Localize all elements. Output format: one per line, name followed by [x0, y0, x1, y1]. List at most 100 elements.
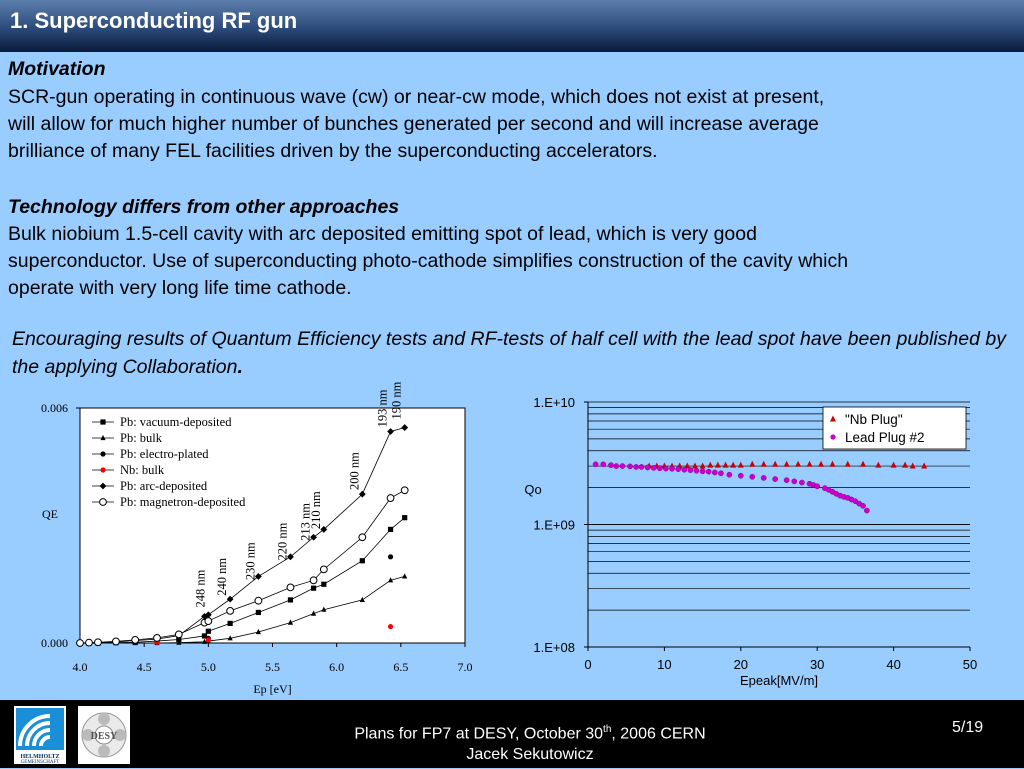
qe-data-point: [153, 634, 161, 642]
footer-line-1-sup: th: [603, 724, 612, 735]
qe-data-point: [94, 638, 102, 647]
qo-legend-label: "Nb Plug": [845, 412, 903, 427]
qo-data-point: [699, 462, 706, 469]
technology-line-1: Bulk niobium 1.5-cell cavity with arc de…: [8, 223, 757, 245]
qe-wavelength-annotation: 190 nm: [390, 381, 404, 419]
qe-data-point: [310, 533, 317, 541]
technology-heading: Technology differs from other approaches: [8, 196, 400, 218]
qe-legend-marker: [100, 419, 106, 425]
qe-data-point: [201, 638, 208, 644]
qe-data-point: [402, 573, 408, 579]
qo-data-point: [669, 465, 675, 472]
qe-data-point: [176, 636, 182, 643]
qo-data-point: [722, 461, 729, 468]
qo-data-point: [844, 460, 851, 467]
qe-data-point: [358, 490, 366, 498]
qe-data-point: [358, 533, 367, 542]
qe-data-point: [201, 633, 208, 639]
helmholtz-logo: HELMHOLTZ GEMEINSCHAFT: [14, 706, 66, 765]
svg-text:HELMHOLTZ: HELMHOLTZ: [20, 754, 59, 760]
qo-x-tick-label: 20: [734, 657, 748, 672]
qe-data-point: [204, 611, 212, 619]
qo-x-tick-label: 40: [886, 657, 900, 672]
qe-legend-label: Nb: bulk: [120, 463, 165, 477]
svg-text:DESY: DESY: [91, 731, 118, 742]
qo-data-point: [714, 461, 721, 468]
qo-x-axis-label: Epeak[MV/m]: [740, 673, 818, 688]
qe-legend-label: Pb: vacuum-deposited: [120, 415, 232, 429]
qo-legend-label: Lead Plug #2: [845, 430, 925, 445]
qe-data-point: [227, 620, 233, 627]
qo-data-point: [691, 462, 698, 469]
qe-data-point: [387, 526, 394, 533]
qe-legend-label: Pb: bulk: [120, 431, 163, 445]
qo-data-point: [760, 460, 767, 467]
qe-x-tick-label: 6.0: [329, 660, 344, 674]
qe-legend-marker: [100, 467, 106, 473]
desy-logo-icon: DESY: [81, 712, 127, 758]
qo-y-tick-label: 1.E+09: [533, 518, 575, 533]
qo-y-tick-label: 1.E+08: [533, 640, 575, 655]
qe-x-tick-label: 4.5: [137, 660, 152, 674]
qo-x-tick-label: 0: [584, 657, 591, 672]
qe-data-point: [76, 639, 84, 647]
qe-x-tick-label: 5.5: [265, 660, 280, 674]
qe-wavelength-annotation: 240 nm: [215, 558, 229, 596]
qo-legend-marker: [830, 415, 836, 422]
technology-line-2: superconductor. Use of superconducting p…: [8, 250, 849, 272]
qe-data-point: [387, 554, 394, 560]
qe-x-tick-label: 4.0: [73, 660, 88, 674]
qo-data-point: [791, 478, 798, 485]
qo-legend-box: [822, 406, 967, 450]
qo-data-point: [829, 460, 836, 467]
qo-data-point: [681, 466, 688, 473]
qo-legend-marker: [830, 434, 836, 440]
qe-data-point: [255, 609, 261, 616]
qo-data-point: [806, 460, 813, 467]
qo-data-point: [592, 461, 599, 468]
qe-wavelength-annotation: 200 nm: [347, 452, 361, 490]
footer-line-1-text: Plans for FP7 at DESY, October 30: [354, 725, 604, 743]
qo-data-point: [619, 463, 626, 469]
qe-wavelength-annotation: 230 nm: [243, 542, 257, 580]
qe-wavelength-annotation: 213 nm: [299, 503, 313, 541]
qo-data-point: [613, 463, 620, 469]
footer-line-1-post: , 2006 CERN: [611, 725, 706, 743]
qo-data-point: [644, 464, 651, 471]
qo-data-point: [600, 461, 607, 468]
qe-wavelength-annotation: 210 nm: [309, 491, 323, 529]
qe-data-point: [319, 565, 328, 574]
qo-data-point: [737, 472, 744, 479]
footer-line-1: Plans for FP7 at DESY, October 30th, 200…: [270, 719, 790, 744]
qe-y-tick-label: 0.006: [41, 401, 68, 415]
technology-line-3: operate with very long life time cathode…: [8, 277, 352, 299]
qo-x-tick-label: 30: [810, 657, 824, 672]
qo-data-point: [860, 460, 867, 467]
qe-data-point: [401, 424, 409, 431]
encouraging-paragraph: Encouraging results of Quantum Efficienc…: [12, 326, 1012, 381]
qe-legend-label: Pb: electro-plated: [120, 447, 209, 461]
qo-data-point: [783, 477, 790, 484]
qe-data-point: [321, 606, 327, 612]
qe-y-axis-label: QE: [42, 507, 58, 521]
qo-data-point: [772, 476, 779, 482]
qe-data-point: [402, 515, 408, 521]
qe-data-point: [287, 619, 294, 625]
qe-data-point: [286, 583, 295, 592]
qe-data-point: [287, 553, 294, 561]
qe-legend-marker: [100, 434, 106, 441]
qo-data-point: [687, 467, 694, 473]
qe-data-point: [359, 596, 365, 603]
helmholtz-logo-icon: HELMHOLTZ GEMEINSCHAFT: [16, 708, 64, 765]
qe-data-point: [387, 577, 394, 583]
qe-wavelength-annotation: 220 nm: [275, 522, 289, 560]
qo-x-tick-label: 10: [657, 657, 671, 672]
qo-y-axis-label: Qo: [524, 482, 541, 497]
qo-data-point: [818, 460, 825, 467]
page-number: 5/19: [952, 719, 984, 736]
qo-data-point: [684, 462, 691, 469]
qe-data-point: [309, 576, 318, 585]
qo-data-point: [608, 462, 614, 469]
qo-data-point: [890, 461, 897, 468]
qo-data-point: [699, 468, 706, 475]
